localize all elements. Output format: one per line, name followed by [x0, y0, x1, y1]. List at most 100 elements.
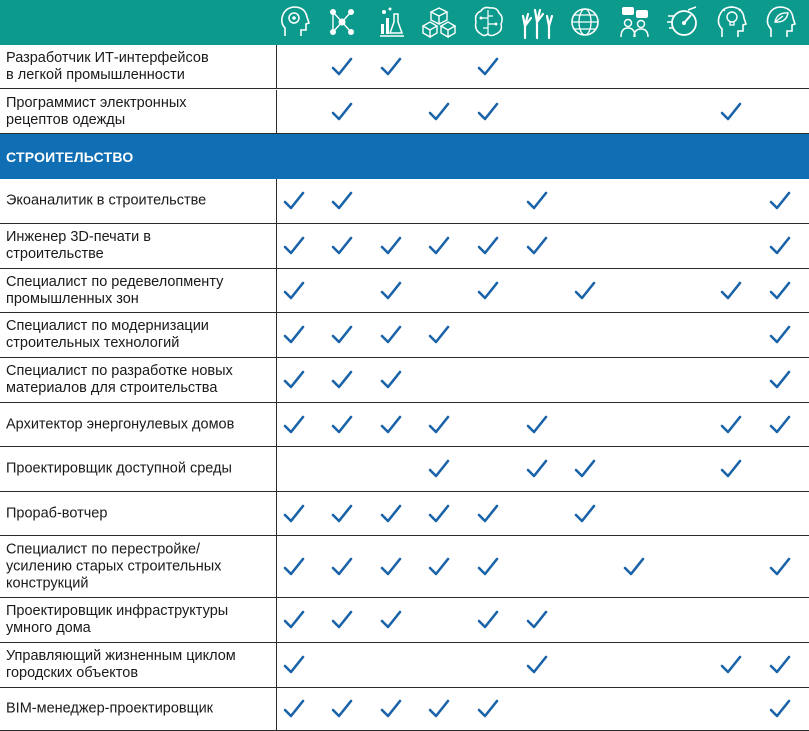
checkmark-icon — [380, 236, 402, 256]
checkmark-icon — [720, 102, 742, 122]
checkmark-icon — [477, 699, 499, 719]
section-header: СТРОИТЕЛЬСТВО — [0, 134, 809, 179]
checkmark-icon — [331, 610, 353, 630]
profession-label: Управляющий жизненным циклом городских о… — [6, 648, 236, 681]
profession-label: Программист электронных рецептов одежды — [6, 94, 187, 128]
checkmark-icon — [380, 699, 402, 719]
table-row: Специалист по модернизации строительных … — [0, 313, 809, 358]
checkmark-icon — [283, 699, 305, 719]
table-row: Разработчик ИТ-интерфейсов в легкой пром… — [0, 45, 809, 89]
checkmark-icon — [380, 557, 402, 577]
table-row: Архитектор энергонулевых домов — [0, 403, 809, 447]
people-chat-icon — [617, 4, 651, 40]
checkmark-icon — [331, 102, 353, 122]
table-row: Программист электронных рецептов одежды — [0, 90, 809, 134]
checkmark-icon — [477, 57, 499, 77]
checkmark-icon — [283, 655, 305, 675]
checkmark-icon — [428, 557, 450, 577]
checkmark-icon — [769, 699, 791, 719]
checkmark-icon — [477, 504, 499, 524]
checkmark-icon — [283, 325, 305, 345]
gauge-speed-icon — [666, 4, 700, 40]
profession-label: Экоаналитик в строительстве — [6, 192, 207, 209]
checkmark-icon — [428, 504, 450, 524]
checkmark-icon — [428, 459, 450, 479]
checkmark-icon — [720, 459, 742, 479]
column-divider — [276, 688, 277, 730]
checkmark-icon — [769, 370, 791, 390]
profession-label: Прораб-вотчер — [6, 505, 108, 521]
checkmark-icon — [720, 281, 742, 301]
profession-label: Инженер 3D-печати в строительстве — [6, 229, 151, 262]
checkmark-icon — [769, 281, 791, 301]
checkmark-icon — [477, 557, 499, 577]
checkmark-icon — [428, 102, 450, 122]
profession-label: Специалист по модернизации строительных … — [6, 318, 209, 351]
flasks-chart-icon — [374, 4, 408, 40]
checkmark-icon — [526, 459, 548, 479]
column-divider — [276, 536, 277, 597]
table-row: Прораб-вотчер — [0, 492, 809, 536]
checkmark-icon — [428, 699, 450, 719]
table-row: Экоаналитик в строительстве — [0, 179, 809, 224]
table-row: Проектировщик инфраструктуры умного дома — [0, 598, 809, 643]
checkmark-icon — [428, 415, 450, 435]
column-divider — [276, 179, 277, 223]
checkmark-icon — [574, 459, 596, 479]
globe-icon — [568, 4, 602, 40]
checkmark-icon — [380, 370, 402, 390]
checkmark-icon — [380, 57, 402, 77]
checkmark-icon — [769, 325, 791, 345]
checkmark-icon — [331, 415, 353, 435]
checkmark-icon — [331, 699, 353, 719]
head-leaf-icon — [763, 4, 797, 40]
checkmark-icon — [283, 504, 305, 524]
checkmark-icon — [283, 236, 305, 256]
raised-hands-icon — [520, 4, 554, 40]
column-divider — [276, 403, 277, 446]
checkmark-icon — [477, 102, 499, 122]
checkmark-icon — [477, 236, 499, 256]
checkmark-icon — [331, 557, 353, 577]
checkmark-icon — [283, 370, 305, 390]
checkmark-icon — [769, 557, 791, 577]
checkmark-icon — [331, 57, 353, 77]
profession-label: Разработчик ИТ-интерфейсов в легкой пром… — [6, 49, 209, 83]
checkmark-icon — [720, 415, 742, 435]
checkmark-icon — [623, 557, 645, 577]
checkmark-icon — [380, 610, 402, 630]
checkmark-icon — [574, 504, 596, 524]
column-divider — [276, 598, 277, 642]
checkmark-icon — [526, 236, 548, 256]
column-divider — [276, 313, 277, 357]
checkmark-icon — [380, 415, 402, 435]
checkmark-icon — [574, 281, 596, 301]
icon-header — [0, 0, 809, 45]
checkmark-icon — [380, 504, 402, 524]
checkmark-icon — [283, 281, 305, 301]
column-divider — [276, 45, 277, 88]
cubes-icon — [422, 4, 456, 40]
checkmark-icon — [283, 415, 305, 435]
column-divider — [276, 224, 277, 268]
checkmark-icon — [526, 655, 548, 675]
brain-circuit-icon — [471, 4, 505, 40]
checkmark-icon — [331, 504, 353, 524]
network-nodes-icon — [325, 4, 359, 40]
checkmark-icon — [526, 191, 548, 211]
checkmark-icon — [720, 655, 742, 675]
checkmark-icon — [477, 610, 499, 630]
column-divider — [276, 90, 277, 133]
profession-label: Специалист по редевелопменту промышленны… — [6, 273, 224, 307]
checkmark-icon — [769, 191, 791, 211]
table-row: Проектировщик доступной среды — [0, 447, 809, 492]
profession-label: BIM-менеджер-проектировщик — [6, 700, 214, 717]
checkmark-icon — [283, 191, 305, 211]
profession-label: Проектировщик инфраструктуры умного дома — [6, 603, 229, 636]
head-gears-icon — [277, 4, 311, 40]
checkmark-icon — [331, 191, 353, 211]
profession-label: Архитектор энергонулевых домов — [6, 416, 235, 432]
checkmark-icon — [769, 415, 791, 435]
section-title: СТРОИТЕЛЬСТВО — [6, 148, 134, 165]
